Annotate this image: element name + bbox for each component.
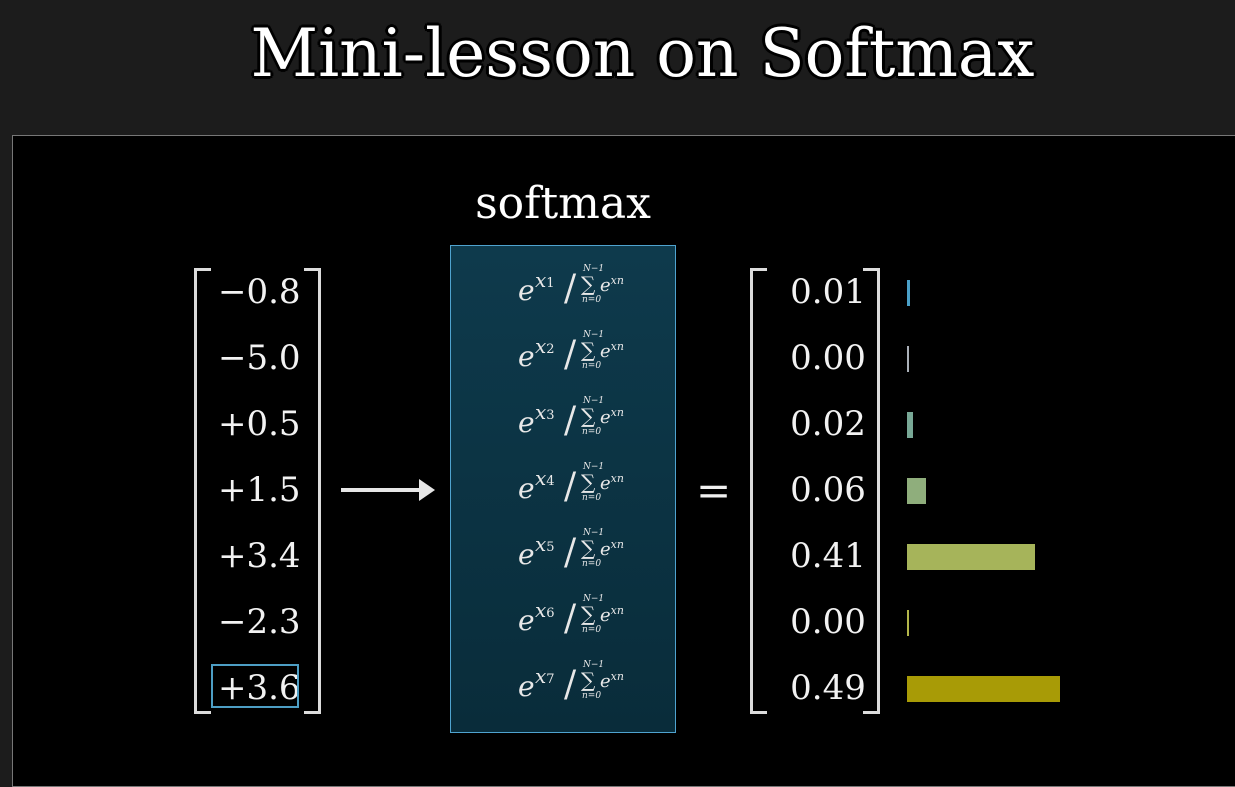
probability-bar (907, 280, 911, 306)
probability-bar (907, 346, 909, 372)
input-value: +1.5 (218, 470, 301, 510)
input-value: −5.0 (218, 338, 301, 378)
arrow-shaft (341, 488, 425, 492)
equals-sign: = (696, 466, 732, 515)
input-right-bracket (304, 268, 321, 714)
output-value: 0.00 (790, 338, 866, 378)
input-left-bracket (194, 268, 211, 714)
probability-bar (907, 676, 1060, 702)
input-value: +0.5 (218, 404, 301, 444)
diagram-canvas: −0.8 −5.0 +0.5 +1.5 +3.4 −2.3 +3.6 softmax e x1… (12, 135, 1235, 787)
output-value: 0.01 (790, 272, 866, 312)
input-value: +3.6 (218, 668, 301, 708)
output-value: 0.41 (790, 536, 866, 576)
probability-bar (907, 544, 1036, 570)
output-value: 0.02 (790, 404, 866, 444)
input-value: −0.8 (218, 272, 301, 312)
probability-bar (907, 478, 926, 504)
probability-bar (907, 412, 914, 438)
arrow-icon (419, 479, 435, 501)
input-value: +3.4 (218, 536, 301, 576)
softmax-label: softmax (475, 178, 651, 229)
input-value: −2.3 (218, 602, 301, 642)
page-title: Mini-lesson on Softmax (250, 15, 1035, 92)
probability-bar (907, 610, 909, 636)
softmax-function-box (450, 245, 676, 733)
output-value: 0.00 (790, 602, 866, 642)
output-left-bracket (750, 268, 767, 714)
output-value: 0.49 (790, 668, 866, 708)
output-right-bracket (863, 268, 880, 714)
highlighted-input-box (211, 664, 299, 708)
output-value: 0.06 (790, 470, 866, 510)
